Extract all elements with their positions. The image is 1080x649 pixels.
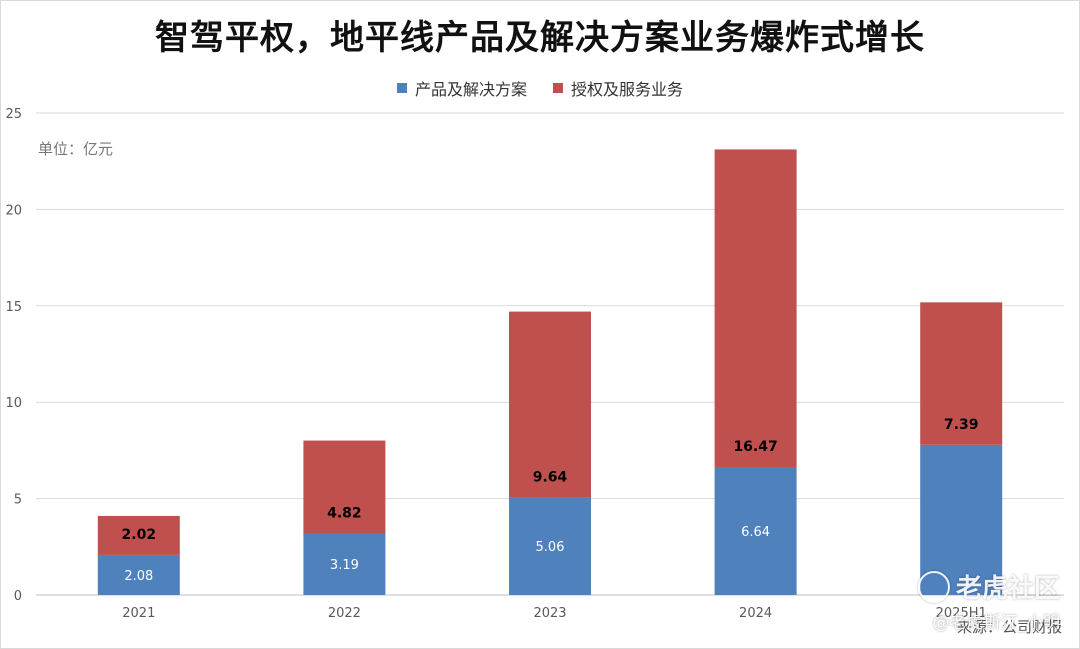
y-tick-label: 0 xyxy=(14,589,22,604)
legend-label-licensing: 授权及服务业务 xyxy=(571,80,684,99)
legend: 产品及解决方案 授权及服务业务 xyxy=(0,76,1080,100)
watermark-brand: 老虎社区 xyxy=(955,574,1060,604)
data-label: 3.19 xyxy=(330,558,359,573)
legend-swatch-products xyxy=(396,83,407,93)
watermark-author: @老虎斯汀_小明 xyxy=(932,613,1061,633)
chart-title: 智驾平权，地平线产品及解决方案业务爆炸式增长 xyxy=(155,18,925,58)
x-tick-label: 2025H1 xyxy=(936,606,987,621)
bar-segment-products xyxy=(303,533,386,595)
data-label: 6.64 xyxy=(741,525,770,540)
y-tick-label: 5 xyxy=(14,493,22,508)
data-label: 2.08 xyxy=(124,569,153,584)
legend-item-products: 产品及解决方案 xyxy=(396,76,527,100)
legend-item-licensing: 授权及服务业务 xyxy=(553,76,683,100)
watermark: 老虎社区 xyxy=(917,568,1060,605)
bar-segment-licensing xyxy=(714,149,797,467)
bar-segment-products xyxy=(509,497,591,595)
bar-segment-licensing xyxy=(97,515,180,555)
bar-segment-products xyxy=(714,466,797,595)
y-tick-label: 10 xyxy=(5,396,22,411)
bar-segment-licensing xyxy=(509,311,591,498)
data-label: 7.39 xyxy=(944,417,979,433)
data-label: 2.02 xyxy=(122,527,157,543)
data-label: 9.64 xyxy=(533,469,568,485)
data-label: 4.82 xyxy=(327,505,362,521)
y-tick-label: 25 xyxy=(5,107,22,122)
bar-segment-products xyxy=(920,444,1003,595)
bar-segment-products xyxy=(97,554,180,595)
source-label: 来源：公司财报 xyxy=(956,618,1062,636)
data-label: 5.06 xyxy=(536,540,565,555)
bar-segment-licensing xyxy=(303,440,386,534)
x-tick-label: 2024 xyxy=(739,606,772,621)
bar-segment-licensing xyxy=(920,302,1003,445)
x-tick-label: 2023 xyxy=(533,606,566,621)
legend-label-products: 产品及解决方案 xyxy=(414,80,527,99)
legend-swatch-licensing xyxy=(553,83,563,93)
y-tick-label: 15 xyxy=(5,300,22,315)
unit-label: 单位：亿元 xyxy=(38,140,114,158)
x-tick-label: 2022 xyxy=(328,606,361,621)
data-label: 16.47 xyxy=(733,439,777,455)
x-tick-label: 2021 xyxy=(122,606,155,621)
y-tick-label: 20 xyxy=(5,203,22,218)
tiger-logo-icon xyxy=(917,570,950,603)
